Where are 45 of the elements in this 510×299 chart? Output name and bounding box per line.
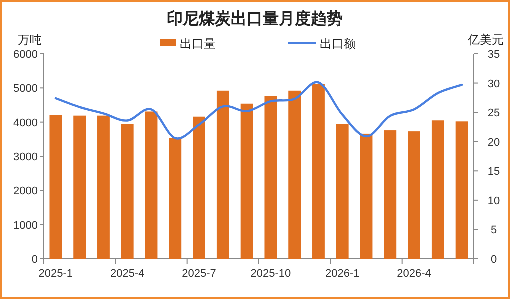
y-tick-label: 3000 bbox=[14, 152, 38, 164]
bar bbox=[193, 116, 206, 259]
chart-title: 印尼煤炭出口量月度趋势 bbox=[167, 9, 343, 28]
bar bbox=[336, 124, 349, 259]
bar bbox=[408, 132, 420, 259]
bar bbox=[169, 138, 182, 259]
bar bbox=[240, 104, 254, 259]
bar bbox=[145, 112, 158, 259]
y2-tick-label: 30 bbox=[488, 78, 500, 90]
y-tick-label: 1000 bbox=[14, 220, 38, 232]
line-series bbox=[54, 82, 464, 140]
bar bbox=[384, 130, 397, 259]
bar bbox=[216, 90, 230, 259]
y2-axis-title: 亿美元 bbox=[467, 33, 504, 47]
y2-tick-label: 20 bbox=[488, 136, 500, 149]
bar bbox=[50, 115, 62, 259]
legend-label: 出口量 bbox=[180, 37, 216, 51]
y-tick-label: 4000 bbox=[14, 117, 38, 130]
x-tick-label: 2025-1 bbox=[38, 268, 74, 280]
y2-tick-label: 25 bbox=[488, 108, 500, 120]
bar bbox=[432, 120, 444, 259]
x-tick-label: 2025-10 bbox=[250, 268, 292, 280]
bar bbox=[121, 124, 134, 259]
y-tick-label: 2000 bbox=[14, 186, 38, 198]
x-tick-label: 2025-7 bbox=[182, 268, 216, 280]
x-tick-label: 2026-1 bbox=[325, 268, 360, 280]
legend-label: 出口额 bbox=[320, 37, 356, 51]
bar bbox=[98, 116, 110, 259]
bar bbox=[360, 134, 373, 259]
y2-tick-label: 5 bbox=[490, 224, 498, 237]
y2-tick-label: 35 bbox=[488, 49, 500, 61]
bar bbox=[312, 84, 325, 259]
x-tick-label: 2025-4 bbox=[110, 268, 145, 280]
y-tick-label: 0 bbox=[32, 254, 38, 266]
bar bbox=[288, 90, 302, 259]
bar bbox=[74, 116, 86, 259]
bar bbox=[456, 122, 468, 259]
y2-tick-label: 0 bbox=[490, 254, 498, 266]
x-tick-label: 2026-4 bbox=[397, 268, 432, 280]
y-axis-title: 万吨 bbox=[18, 33, 42, 47]
y2-tick-label: 10 bbox=[488, 195, 500, 208]
y-tick-label: 5000 bbox=[14, 83, 38, 96]
y2-tick-label: 15 bbox=[488, 166, 500, 178]
bar bbox=[264, 96, 278, 259]
y-tick-label: 6000 bbox=[14, 49, 38, 61]
